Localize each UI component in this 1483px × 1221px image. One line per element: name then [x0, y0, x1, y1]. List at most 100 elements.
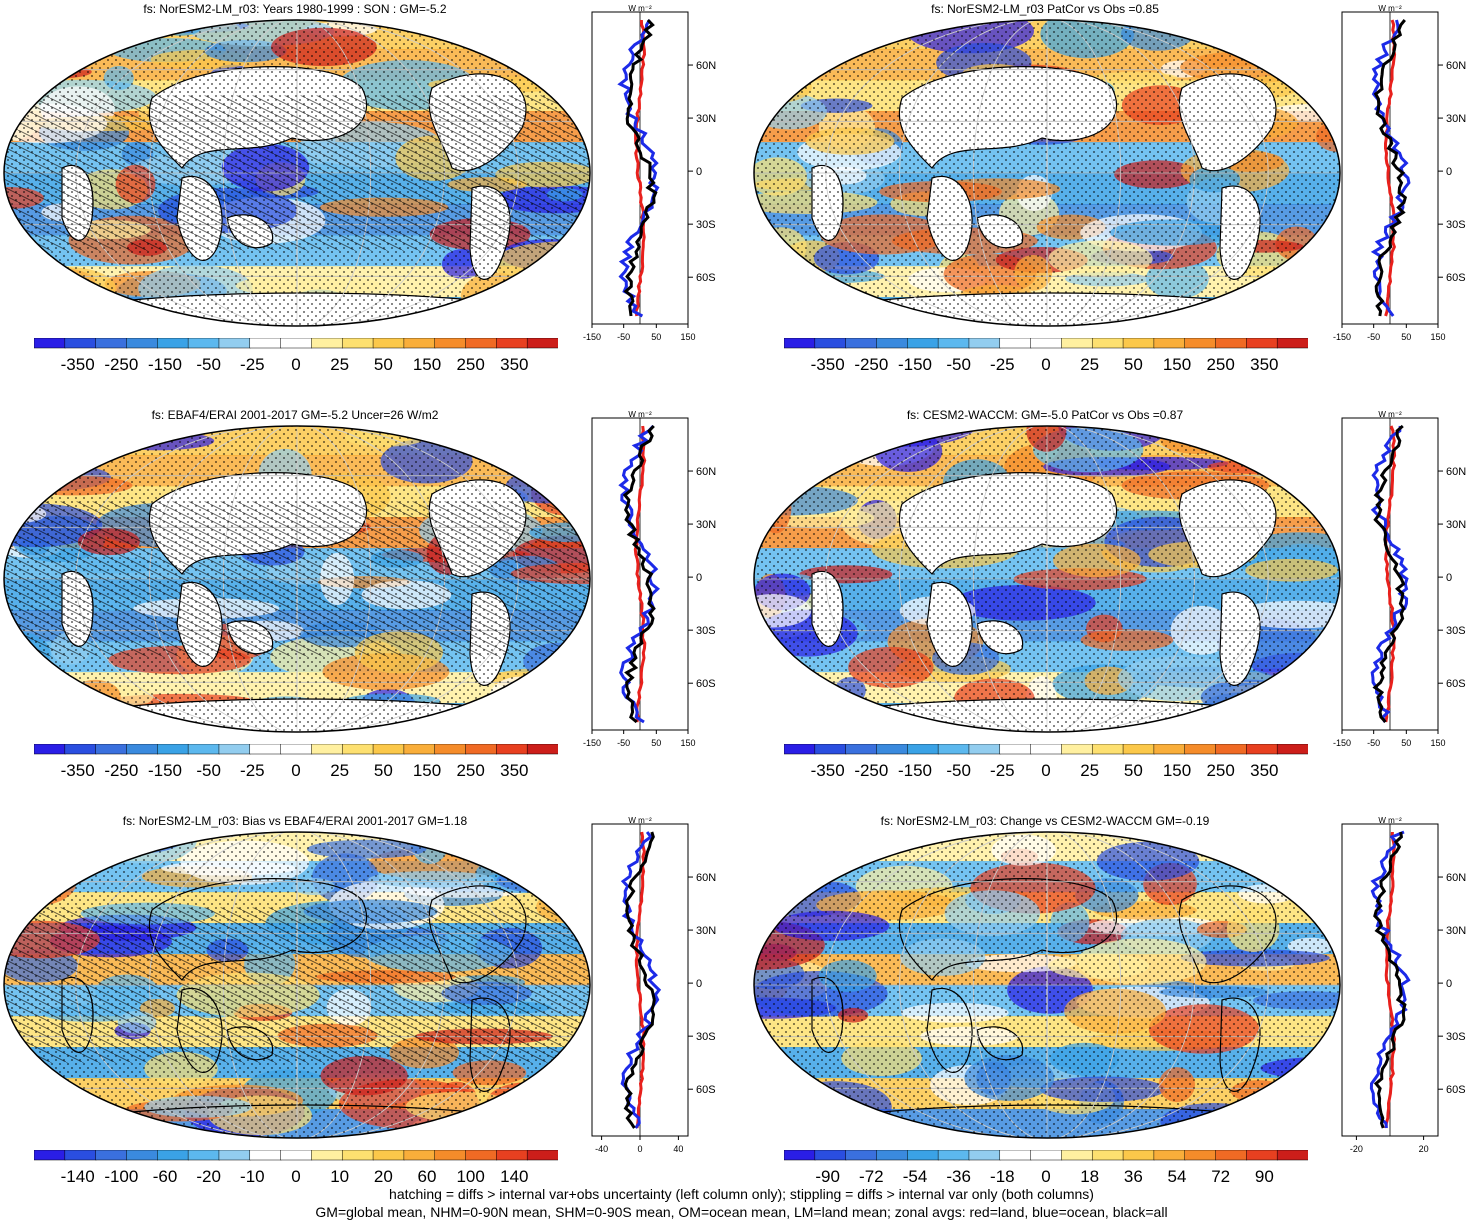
zonal-ytick-label: 60S — [696, 272, 716, 284]
colorbar-label: 350 — [500, 761, 528, 780]
colorbar-swatch — [372, 1149, 405, 1161]
colorbar-swatch — [1276, 743, 1309, 755]
panel-1: fs: NorESM2-LM_r03: Years 1980-1999 : SO… — [0, 0, 735, 395]
colorbar-swatch — [496, 1149, 528, 1161]
colorbar-swatch — [1215, 743, 1248, 755]
colorbar-swatch — [1061, 337, 1093, 349]
zonal-xtick-label: 150 — [1430, 738, 1445, 748]
colorbar-swatch — [1153, 337, 1186, 349]
zonal-xtick-label: 50 — [1401, 332, 1411, 342]
zonal-ytick-label: 30N — [1446, 925, 1466, 937]
colorbar-swatch — [1122, 337, 1155, 349]
colorbar-swatch — [1030, 743, 1063, 755]
zonal-curve — [623, 18, 658, 317]
colorbar-label: 10 — [330, 1167, 349, 1186]
colorbar-swatch — [876, 743, 909, 755]
colorbar-swatch — [1091, 1149, 1124, 1161]
colorbar-label: -350 — [61, 761, 95, 780]
colorbar-swatch — [968, 743, 1001, 755]
zonal-mean-plot: W m⁻² 60N 30N 0 30S 60S -150 -50 50 150 — [1333, 4, 1466, 342]
zonal-curve — [1383, 425, 1397, 723]
zonal-ytick-label: 0 — [1446, 978, 1452, 990]
colorbar-label: 250 — [1206, 761, 1234, 780]
colorbar-label: -250 — [104, 761, 138, 780]
zonal-ytick-label: 30N — [696, 113, 716, 125]
zonal-xtick-label: 50 — [651, 738, 661, 748]
colorbar-swatch — [1061, 1149, 1093, 1161]
zonal-curve — [1373, 831, 1407, 1129]
zonal-xtick-label: 40 — [673, 1144, 683, 1154]
zonal-ytick-label: 60N — [696, 466, 716, 478]
colorbar-swatch — [372, 337, 405, 349]
colorbar-swatch — [845, 1149, 878, 1161]
zonal-ytick-label: 60N — [1446, 60, 1466, 72]
zonal-xtick-label: 150 — [680, 738, 695, 748]
colorbar-label: 0 — [1041, 355, 1050, 374]
colorbar-label: 250 — [1206, 355, 1234, 374]
colorbar-swatch — [1122, 743, 1155, 755]
colorbar-label: 25 — [330, 355, 349, 374]
colorbar-swatch — [1276, 1149, 1309, 1161]
colorbar-label: -20 — [196, 1167, 221, 1186]
colorbar-swatch — [157, 743, 189, 755]
colorbar-label: 60 — [418, 1167, 437, 1186]
colorbar-swatch — [526, 337, 559, 349]
colorbar-label: -25 — [240, 761, 265, 780]
zonal-xtick-label: -150 — [583, 332, 601, 342]
zonal-xtick-label: -20 — [1350, 1144, 1363, 1154]
colorbar-label: 20 — [374, 1167, 393, 1186]
colorbar-swatch — [937, 743, 970, 755]
colorbar-swatch — [64, 1149, 97, 1161]
colorbar-label: 150 — [413, 761, 441, 780]
colorbar-swatch — [126, 743, 159, 755]
map-title: fs: NorESM2-LM_r03: Change vs CESM2-WACC… — [880, 814, 1210, 828]
zonal-ytick-label: 60S — [1446, 1084, 1466, 1096]
colorbar-label: -150 — [898, 355, 932, 374]
colorbar-label: 18 — [1080, 1167, 1099, 1186]
colorbar-swatch — [1184, 743, 1217, 755]
colorbar-label: -350 — [811, 355, 845, 374]
colorbar-swatch — [783, 743, 816, 755]
colorbar-label: 0 — [1041, 1167, 1050, 1186]
colorbar: -90 -72 -54 -36 -18 0 18 36 54 72 90 — [783, 1149, 1309, 1190]
colorbar-swatch — [465, 743, 498, 755]
colorbar-swatch — [33, 1149, 66, 1161]
colorbar-label: 90 — [1255, 1167, 1274, 1186]
colorbar-label: 150 — [1163, 355, 1191, 374]
zonal-unit-label: W m⁻² — [1378, 410, 1402, 419]
colorbar-swatch — [999, 337, 1032, 349]
zonal-curve — [623, 831, 656, 1129]
zonal-xtick-label: 150 — [1430, 332, 1445, 342]
zonal-curve — [620, 831, 662, 1129]
zonal-curve — [1372, 424, 1406, 724]
panel-3: fs: EBAF4/ERAI 2001-2017 GM=-5.2 Uncer=2… — [0, 406, 735, 801]
zonal-xtick-label: -50 — [1367, 738, 1380, 748]
colorbar-label: 25 — [330, 761, 349, 780]
colorbar-swatch — [783, 337, 816, 349]
colorbar-label: 250 — [456, 761, 484, 780]
colorbar-label: 250 — [456, 355, 484, 374]
zonal-unit-label: W m⁻² — [1378, 816, 1402, 825]
colorbar-label: -72 — [859, 1167, 884, 1186]
zonal-xtick-label: 50 — [651, 332, 661, 342]
colorbar-swatch — [1030, 337, 1063, 349]
colorbar-swatch — [249, 743, 282, 755]
colorbar-swatch — [496, 743, 528, 755]
colorbar-swatch — [814, 337, 847, 349]
colorbar-swatch — [126, 337, 159, 349]
colorbar-swatch — [814, 743, 847, 755]
colorbar-label: -50 — [946, 355, 971, 374]
colorbar-label: 150 — [1163, 761, 1191, 780]
zonal-ytick-label: 0 — [696, 572, 702, 584]
colorbar-label: 0 — [291, 355, 300, 374]
colorbar-label: 140 — [500, 1167, 528, 1186]
zonal-curve — [634, 19, 647, 317]
colorbar-label: 36 — [1124, 1167, 1143, 1186]
colorbar-swatch — [1091, 337, 1124, 349]
colorbar-swatch — [907, 1149, 939, 1161]
zonal-mean-plot: W m⁻² 60N 30N 0 30S 60S -150 -50 50 150 — [1333, 410, 1466, 748]
zonal-mean-plot: W m⁻² 60N 30N 0 30S 60S -40 0 40 — [591, 816, 716, 1154]
footer-line-2: GM=global mean, NHM=0-90N mean, SHM=0-90… — [315, 1204, 1168, 1220]
colorbar-label: 50 — [1124, 355, 1143, 374]
colorbar-label: 100 — [456, 1167, 484, 1186]
